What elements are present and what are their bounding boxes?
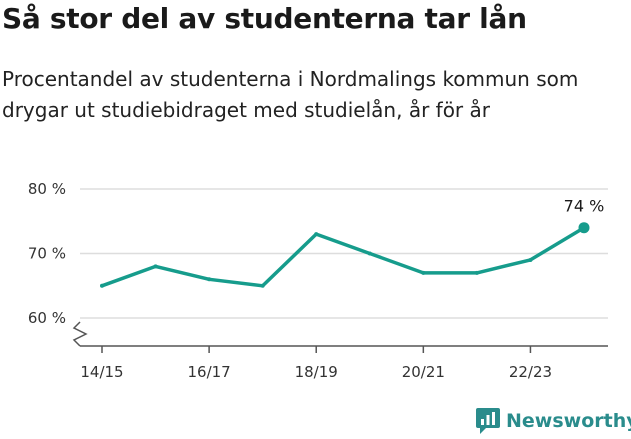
- x-tick-label: 14/15: [80, 363, 123, 381]
- data-point: [260, 283, 265, 288]
- data-point: [314, 232, 319, 237]
- data-point: [100, 283, 104, 288]
- series: 74 %: [100, 197, 604, 288]
- last-value-label: 74 %: [564, 197, 605, 216]
- data-point: [474, 270, 479, 275]
- data-point: [207, 277, 212, 282]
- y-axis: 60 % 70 % 80 %: [28, 180, 66, 327]
- x-tick-label: 22/23: [509, 363, 552, 381]
- data-point: [367, 251, 372, 256]
- data-point: [153, 264, 158, 269]
- y-tick-label: 60 %: [28, 309, 66, 327]
- newsworthy-logo: Newsworthy: [476, 408, 631, 434]
- line-chart: 60 % 70 % 80 % 14/15 16/17 18/19 20/21 22/23 7…: [28, 180, 608, 381]
- chart-title: Så stor del av studenterna tar lån: [2, 2, 527, 35]
- y-tick-label: 70 %: [28, 245, 66, 263]
- brand-name: Newsworthy: [506, 410, 631, 432]
- x-axis: [72, 321, 608, 353]
- series-line: [100, 225, 586, 288]
- data-point: [528, 257, 533, 262]
- x-tick-label: 20/21: [402, 363, 445, 381]
- y-tick-label: 80 %: [28, 180, 66, 198]
- chart-subtitle: Procentandel av studenterna i Nordmaling…: [2, 67, 579, 122]
- data-point: [421, 270, 426, 275]
- bar-chart-logo-icon: [476, 408, 500, 434]
- x-tick-label: 16/17: [187, 363, 230, 381]
- x-tick-label: 18/19: [295, 363, 338, 381]
- axis-break-mark: [72, 321, 88, 347]
- last-data-point: [578, 222, 590, 234]
- gridlines: [80, 188, 608, 319]
- x-axis-labels: 14/15 16/17 18/19 20/21 22/23: [80, 363, 552, 381]
